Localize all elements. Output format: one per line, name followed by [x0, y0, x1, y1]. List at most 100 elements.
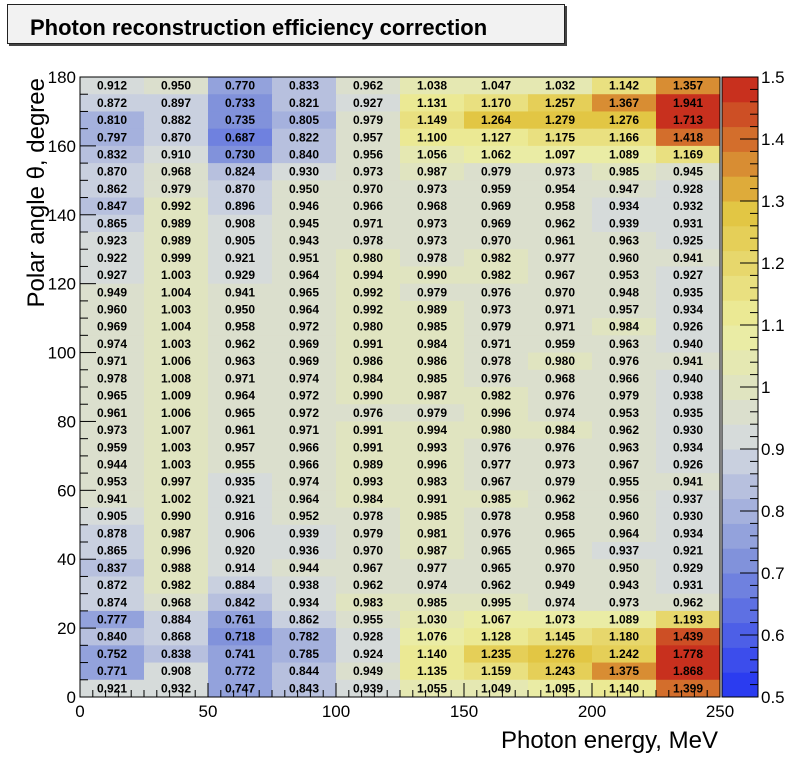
heatmap-cell — [336, 232, 401, 250]
cell-value-label: 0.962 — [353, 578, 383, 592]
heatmap-cell — [80, 249, 145, 267]
heatmap-cell — [144, 404, 209, 422]
x-axis: 0 50 100 150 200 250 — [75, 683, 734, 721]
cell-value-label: 0.984 — [609, 320, 639, 334]
y-tick-label: 80 — [57, 412, 76, 431]
heatmap-cell — [592, 197, 657, 216]
heatmap-cell — [656, 266, 721, 285]
heatmap-cell — [272, 473, 337, 491]
cell-value-label: 0.949 — [97, 285, 127, 299]
cell-value-label: 0.979 — [161, 182, 191, 196]
cell-value-label: 1.100 — [417, 130, 447, 144]
cell-value-label: 0.999 — [161, 251, 191, 265]
heatmap-cell — [336, 628, 401, 646]
cell-value-label: 1.008 — [161, 371, 191, 385]
color-scale: 0.5 0.6 0.7 0.8 0.9 1 1.1 1.2 1.3 1.4 1.5 — [721, 68, 785, 707]
heatmap-cell — [144, 77, 209, 95]
heatmap-cell — [528, 232, 593, 250]
cell-value-label: 0.972 — [289, 406, 319, 420]
cell-value-label: 0.977 — [481, 458, 511, 472]
heatmap-cell — [656, 645, 721, 664]
cell-value-label: 0.944 — [97, 458, 127, 472]
cell-value-label: 0.978 — [481, 354, 511, 368]
cell-value-label: 0.976 — [481, 440, 511, 454]
cell-value-label: 0.965 — [481, 544, 511, 558]
cell-value-label: 0.992 — [353, 285, 383, 299]
heatmap-cell — [272, 300, 337, 319]
heatmap-cell — [336, 455, 401, 474]
heatmap-cell — [464, 77, 529, 95]
cell-value-label: 0.957 — [353, 130, 383, 144]
heatmap-cell — [592, 163, 657, 181]
heatmap-cell — [80, 111, 145, 130]
heatmap-cell — [528, 335, 593, 354]
heatmap-cell — [80, 455, 145, 474]
cell-value-label: 0.874 — [97, 595, 127, 609]
heatmap-cell — [336, 128, 401, 147]
cell-value-label: 0.955 — [609, 475, 639, 489]
heatmap-cell — [336, 593, 401, 612]
heatmap-cell — [336, 542, 401, 560]
heatmap-cell — [592, 490, 657, 509]
cell-value-label: 1.002 — [161, 492, 191, 506]
heatmap-cell — [208, 628, 273, 646]
heatmap-cell — [656, 369, 721, 388]
z-tick-label: 1.5 — [761, 68, 785, 87]
cell-value-label: 1.941 — [673, 96, 703, 110]
cell-value-label: 1.375 — [609, 664, 639, 678]
heatmap-cell — [528, 180, 593, 199]
heatmap-cell — [656, 232, 721, 250]
cell-value-label: 0.989 — [161, 216, 191, 230]
heatmap-cell — [464, 610, 529, 629]
heatmap-cell — [656, 387, 721, 405]
cell-value-label: 0.996 — [417, 458, 447, 472]
cell-value-label: 0.982 — [481, 268, 511, 282]
cell-value-label: 0.943 — [609, 578, 639, 592]
cell-value-label: 0.932 — [673, 199, 703, 213]
cell-value-label: 0.971 — [545, 320, 575, 334]
heatmap-cell — [208, 404, 273, 422]
cell-value-label: 0.946 — [289, 199, 319, 213]
cell-value-label: 0.973 — [609, 595, 639, 609]
heatmap-cell — [592, 438, 657, 457]
heatmap-cell — [592, 593, 657, 612]
heatmap-cell — [336, 266, 401, 285]
heatmap-cell — [656, 145, 721, 164]
cell-value-label: 0.910 — [161, 148, 191, 162]
heatmap-cell — [656, 94, 721, 112]
heatmap-cell — [464, 593, 529, 612]
cell-value-label: 0.976 — [609, 354, 639, 368]
heatmap-cells — [80, 77, 721, 698]
heatmap-cell — [528, 283, 593, 302]
cell-value-label: 1.193 — [673, 613, 703, 627]
heatmap-cell — [656, 524, 721, 543]
cell-value-label: 0.961 — [225, 423, 255, 437]
heatmap-cell — [400, 473, 465, 491]
cell-value-label: 0.973 — [417, 216, 447, 230]
heatmap-cell — [336, 197, 401, 216]
cell-value-label: 0.884 — [225, 578, 255, 592]
heatmap-cell — [272, 77, 337, 95]
cell-value-label: 0.938 — [673, 389, 703, 403]
heatmap-cell — [400, 180, 465, 199]
heatmap-cell — [656, 163, 721, 181]
cell-value-label: 1.049 — [481, 681, 511, 695]
heatmap-cell — [272, 145, 337, 164]
heatmap-cell — [592, 145, 657, 164]
y-tick-label: 140 — [48, 206, 76, 225]
cell-value-label: 0.930 — [289, 165, 319, 179]
x-tick-label: 0 — [75, 702, 84, 721]
cell-value-label: 0.931 — [673, 216, 703, 230]
cell-value-label: 0.923 — [97, 234, 127, 248]
heatmap-cell — [528, 214, 593, 233]
cell-value-label: 0.965 — [481, 561, 511, 575]
cell-value-label: 0.974 — [289, 475, 319, 489]
cell-value-label: 0.735 — [225, 113, 255, 127]
cell-value-label: 0.785 — [289, 647, 319, 661]
cell-value-label: 1.009 — [161, 389, 191, 403]
heatmap-cell — [656, 455, 721, 474]
heatmap-cell — [80, 283, 145, 302]
cell-value-label: 1.140 — [609, 681, 639, 695]
heatmap-cell — [400, 197, 465, 216]
cell-value-label: 0.962 — [545, 216, 575, 230]
